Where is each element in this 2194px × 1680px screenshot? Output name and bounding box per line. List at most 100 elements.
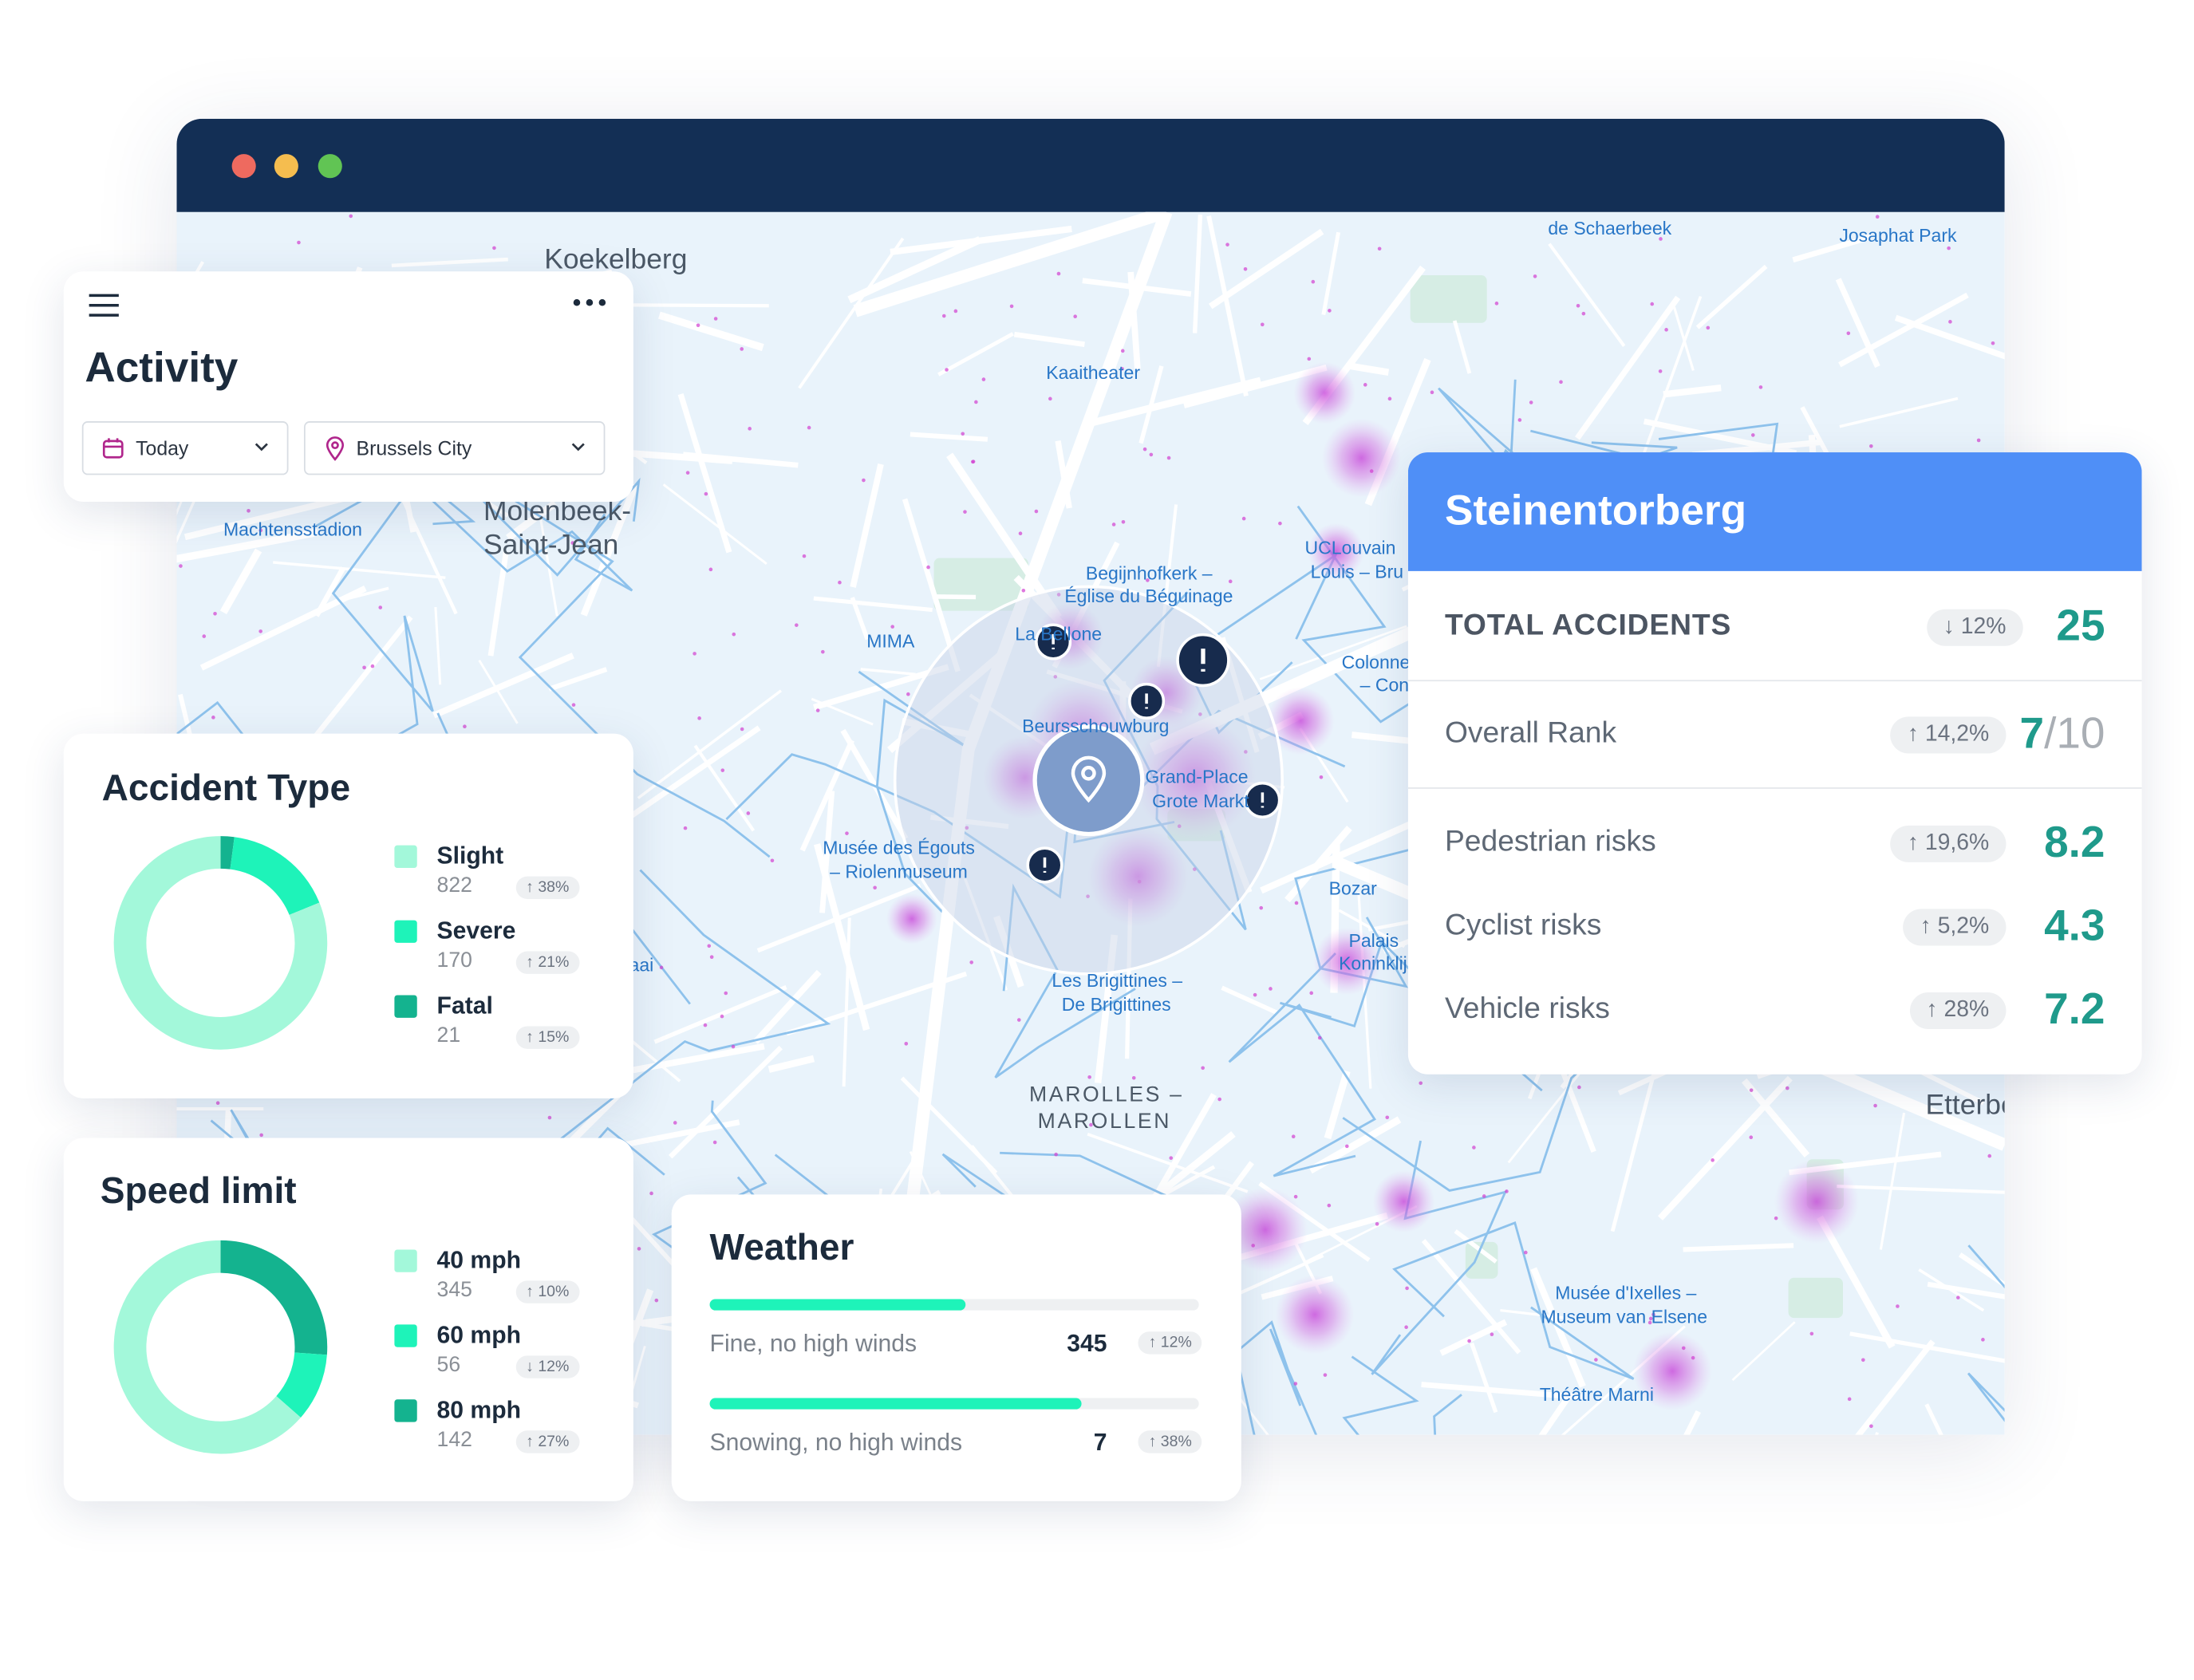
accident-dot	[1089, 1122, 1093, 1127]
accident-dot	[247, 509, 251, 513]
accident-dot	[838, 580, 842, 585]
accident-dot	[1363, 383, 1367, 387]
location-name: Steinentorberg	[1444, 487, 1747, 534]
street	[1156, 504, 1178, 667]
street	[887, 653, 1003, 754]
accident-dot	[1681, 1346, 1686, 1351]
street	[1927, 1281, 2005, 1299]
donut-segment	[219, 1240, 328, 1355]
accident-dot	[906, 692, 910, 696]
bar-fill	[709, 1398, 1082, 1410]
card-title: Accident Type	[101, 766, 351, 809]
close-dot[interactable]	[231, 154, 256, 179]
accident-dot	[259, 1133, 263, 1138]
accident-dot	[211, 716, 215, 720]
value-number: 8.2	[2044, 817, 2105, 867]
street	[1013, 331, 1085, 347]
max-dot[interactable]	[318, 154, 342, 179]
map-label: MAROLLEN	[1038, 1109, 1171, 1133]
accident-dot	[890, 625, 894, 629]
location-card: Steinentorberg TOTAL ACCIDENTS 25 ↓ 12% Ove…	[1407, 452, 2142, 1075]
accident-dot	[770, 858, 775, 863]
main-road	[853, 211, 2005, 1435]
map-label: Grand-Place	[1145, 767, 1248, 787]
street	[537, 507, 558, 617]
accident-dot	[1896, 1304, 1900, 1308]
pin-glyph	[1071, 755, 1107, 803]
map-label: Bozar	[1329, 878, 1377, 899]
weather-name: Snowing, no high winds	[709, 1429, 963, 1457]
accident-dot	[974, 400, 978, 404]
map-label: Josaphat Park	[1839, 225, 1957, 246]
accident-dot	[1291, 1134, 1296, 1139]
street	[1683, 1243, 1794, 1252]
street	[614, 1043, 765, 1077]
accident-dot	[904, 1042, 909, 1046]
more-icon[interactable]	[573, 297, 610, 308]
map-label: Palais	[1348, 930, 1399, 951]
map-label: La Bellone	[1015, 624, 1102, 645]
row-name: Cyclist risks	[1444, 909, 1602, 942]
date-dropdown[interactable]: Today	[81, 421, 289, 475]
accident-dot	[1648, 1316, 1653, 1321]
accident-dot	[1577, 1085, 1581, 1090]
transit-line	[725, 753, 1069, 899]
street	[669, 1045, 783, 1159]
weather-value: 345	[1067, 1330, 1107, 1358]
map-label: Saint-Jean	[483, 529, 618, 561]
accident-dot	[1750, 433, 1755, 437]
street	[1260, 818, 1419, 894]
legend-name: Severe	[436, 917, 516, 945]
accident-dot	[731, 1044, 736, 1049]
street	[1918, 1268, 1985, 1312]
street	[1658, 1075, 1793, 1221]
accident-dot	[1021, 588, 1026, 593]
street	[1695, 264, 1768, 329]
accident-dot	[1785, 1086, 1790, 1090]
accident-dot	[945, 368, 949, 372]
legend-name: 60 mph	[436, 1321, 522, 1349]
accident-dot	[1328, 309, 1332, 313]
accident-dot	[1048, 396, 1052, 401]
value-number: 4.3	[2044, 900, 2105, 950]
accident-dot	[685, 471, 690, 475]
menu-icon[interactable]	[88, 291, 122, 319]
heat-blob	[1774, 1159, 1860, 1244]
street	[840, 728, 909, 840]
street	[847, 236, 982, 304]
street	[610, 1119, 740, 1150]
heat-blob	[1632, 1331, 1712, 1411]
accident-dot	[1169, 1156, 1174, 1160]
street	[1085, 377, 1262, 428]
accident-dot	[1659, 237, 1663, 241]
street	[963, 877, 1008, 991]
accident-dot	[1018, 531, 1023, 536]
accident-dot	[713, 317, 718, 321]
min-dot[interactable]	[274, 154, 298, 179]
street	[1345, 361, 1390, 377]
accident-dot	[1086, 894, 1090, 898]
street	[1835, 278, 1880, 369]
row-name: TOTAL ACCIDENTS	[1444, 609, 1732, 642]
accident-dot	[1142, 447, 1147, 452]
transit-line	[1228, 952, 1376, 1177]
accident-dot	[1294, 901, 1299, 905]
location-dropdown[interactable]: Brussels City	[303, 421, 606, 475]
accident-dot	[1581, 311, 1586, 316]
accident-dot	[961, 432, 965, 436]
street	[1639, 295, 1703, 465]
map-label: – Riolenmuseum	[830, 861, 968, 881]
map-label: Machtensstadion	[223, 519, 362, 540]
map-label: de Schaerbeek	[1548, 218, 1671, 239]
donut	[113, 1240, 328, 1454]
street	[1321, 231, 1341, 316]
street	[1574, 295, 1681, 440]
street	[1138, 365, 1164, 444]
heat-blob	[1372, 1170, 1435, 1233]
street	[902, 498, 961, 672]
accident-dot	[1976, 438, 1981, 443]
value-number: 25	[2056, 601, 2105, 651]
accident-dot	[1054, 1152, 1058, 1157]
legend-swatch	[394, 1324, 417, 1347]
